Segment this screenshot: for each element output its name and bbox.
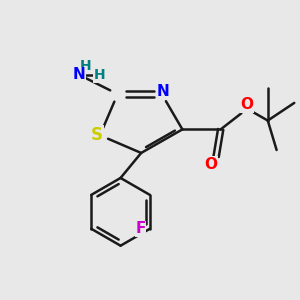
Text: H: H xyxy=(80,59,91,73)
Text: S: S xyxy=(91,126,103,144)
Text: O: O xyxy=(241,97,254,112)
Text: O: O xyxy=(204,157,217,172)
Text: N: N xyxy=(73,68,86,82)
Text: H: H xyxy=(94,68,106,82)
Text: F: F xyxy=(135,221,146,236)
Text: N: N xyxy=(157,84,169,99)
